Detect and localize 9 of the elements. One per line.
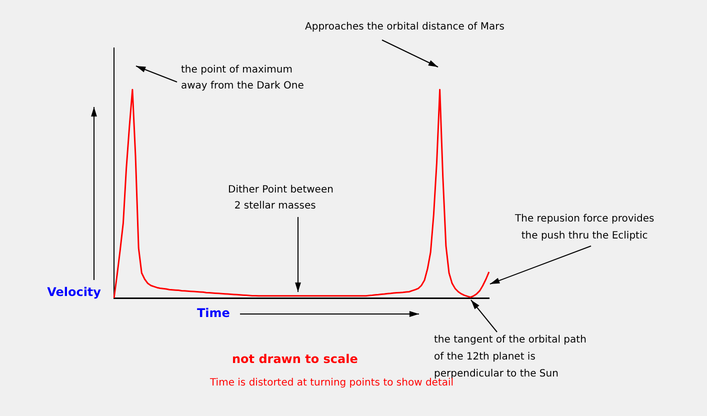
text: The repusion force provides the push thru the Ecliptic	[514, 214, 654, 242]
text: not drawn to scale	[232, 352, 358, 366]
annotation: the point of maximum away from the Dark One	[181, 64, 304, 92]
text: the tangent of the orbital path of the 12th planet is perpendicular to the Sun	[434, 334, 586, 380]
annotation: Dither Point between 2 stellar masses	[228, 184, 334, 212]
text: Time is distorted at turning points to show detail	[209, 378, 454, 389]
x-axis-title: Time	[197, 306, 230, 320]
y-axis-title: Velocity	[47, 285, 102, 300]
text: Approaches the orbital distance of Mars	[305, 22, 504, 33]
